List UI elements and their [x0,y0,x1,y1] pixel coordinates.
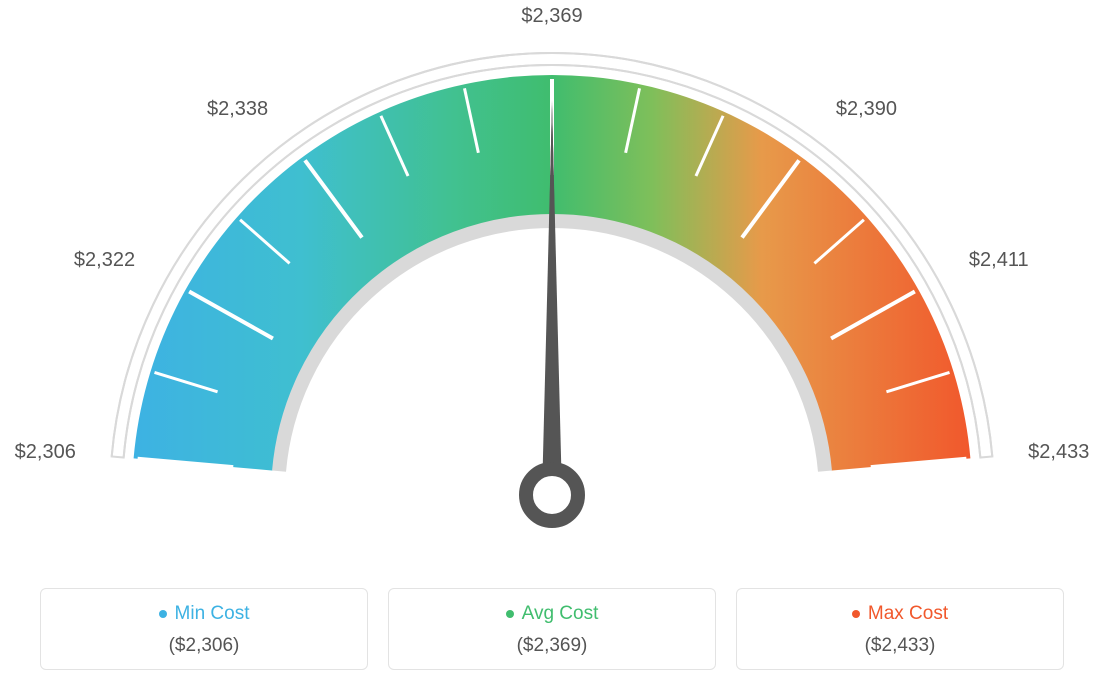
legend-max-label: Max Cost [868,603,948,625]
legend-avg-value: ($2,369) [399,635,705,657]
legend-card-avg: Avg Cost ($2,369) [388,588,716,670]
legend-min-label: Min Cost [175,603,250,625]
gauge-chart: $2,306 $2,322 $2,338 $2,369 $2,390 $2,411 $2,4… [0,0,1104,560]
gauge-tick-label: $2,338 [188,98,268,121]
legend-row: Min Cost ($2,306) Avg Cost ($2,369) Max … [0,588,1104,670]
gauge-tick-label: $2,390 [836,98,916,121]
legend-min-value: ($2,306) [51,635,357,657]
gauge-tick-label: $2,306 [0,441,76,464]
gauge-tick-label: $2,322 [55,249,135,272]
legend-avg-label: Avg Cost [522,603,599,625]
gauge-tick-label: $2,433 [1028,441,1104,464]
legend-max-value: ($2,433) [747,635,1053,657]
dot-avg [506,610,514,618]
gauge-svg [0,0,1104,560]
dot-max [852,610,860,618]
dot-min [159,610,167,618]
gauge-tick-label: $2,369 [512,5,592,28]
gauge-tick-label: $2,411 [969,249,1049,272]
legend-card-max: Max Cost ($2,433) [736,588,1064,670]
legend-card-min: Min Cost ($2,306) [40,588,368,670]
